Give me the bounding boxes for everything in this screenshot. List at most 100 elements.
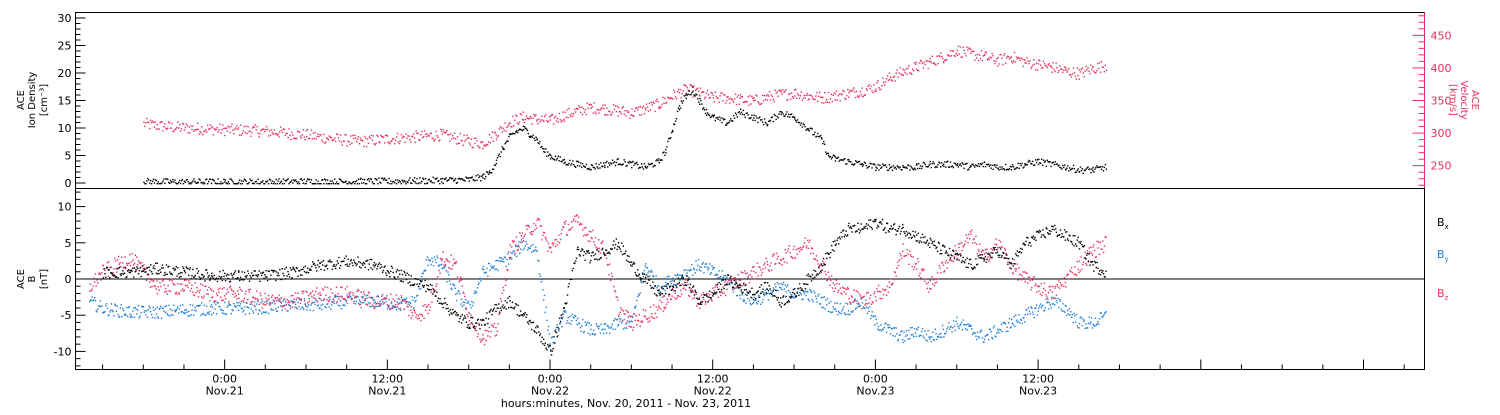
velocity-point xyxy=(862,87,863,88)
bz-point xyxy=(101,272,102,273)
b-tick-label: 5 xyxy=(65,237,72,250)
velocity-point xyxy=(440,129,441,130)
by-point xyxy=(467,301,468,302)
density-point xyxy=(404,181,405,182)
by-point xyxy=(480,280,481,281)
velocity-point xyxy=(387,135,388,136)
bx-point xyxy=(180,276,181,277)
bz-point xyxy=(621,309,622,310)
velocity-point xyxy=(226,127,227,128)
bz-point xyxy=(237,290,238,291)
bz-point xyxy=(897,261,898,262)
bz-point xyxy=(631,315,632,316)
velocity-point xyxy=(868,86,869,87)
density-point xyxy=(842,160,843,161)
velocity-point xyxy=(535,114,536,115)
velocity-point xyxy=(533,114,534,115)
bz-point xyxy=(310,294,311,295)
density-point xyxy=(927,166,928,167)
bz-point xyxy=(306,291,307,292)
by-point xyxy=(250,303,251,304)
by-point xyxy=(945,333,946,334)
by-point xyxy=(889,327,890,328)
density-point xyxy=(592,165,593,166)
velocity-point xyxy=(796,98,797,99)
bz-point xyxy=(808,248,809,249)
bz-point xyxy=(339,296,340,297)
density-point xyxy=(830,156,831,157)
bz-point xyxy=(1055,286,1056,287)
bx-point xyxy=(227,278,228,279)
velocity-point xyxy=(606,107,607,108)
by-point xyxy=(658,285,659,286)
velocity-point xyxy=(692,96,693,97)
by-point xyxy=(167,313,168,314)
by-point xyxy=(812,299,813,300)
bz-point xyxy=(673,290,674,291)
by-point xyxy=(1047,301,1048,302)
bz-point xyxy=(1029,276,1030,277)
velocity-point xyxy=(978,60,979,61)
bz-point xyxy=(261,299,262,300)
bz-point xyxy=(648,317,649,318)
by-point xyxy=(534,249,535,250)
density-point xyxy=(150,180,151,181)
velocity-point xyxy=(931,62,932,63)
density-point xyxy=(679,109,680,110)
bz-point xyxy=(1013,259,1014,260)
velocity-point xyxy=(403,136,404,137)
bz-point xyxy=(974,242,975,243)
bz-point xyxy=(259,293,260,294)
by-point xyxy=(227,305,228,306)
bz-point xyxy=(184,290,185,291)
by-point xyxy=(426,259,427,260)
velocity-point xyxy=(409,139,410,140)
density-point xyxy=(298,181,299,182)
velocity-point xyxy=(269,130,270,131)
bz-point xyxy=(820,265,821,266)
bz-point xyxy=(477,336,478,337)
bz-point xyxy=(517,249,518,250)
by-point xyxy=(1006,327,1007,328)
velocity-point xyxy=(568,108,569,109)
velocity-point xyxy=(337,134,338,135)
density-point xyxy=(888,170,889,171)
velocity-point xyxy=(725,102,726,103)
velocity-point xyxy=(829,102,830,103)
density-point xyxy=(1068,170,1069,171)
by-point xyxy=(762,302,763,303)
bz-point xyxy=(167,285,168,286)
velocity-point xyxy=(816,92,817,93)
bz-point xyxy=(617,299,618,300)
by-point xyxy=(97,309,98,310)
bz-point xyxy=(943,265,944,266)
velocity-point xyxy=(401,134,402,135)
density-point xyxy=(192,180,193,181)
density-point xyxy=(282,183,283,184)
bz-point xyxy=(241,290,242,291)
bz-point xyxy=(1017,279,1018,280)
velocity-point xyxy=(1096,70,1097,71)
density-point xyxy=(1101,169,1102,170)
velocity-point xyxy=(594,111,595,112)
by-point xyxy=(188,311,189,312)
bz-point xyxy=(1031,287,1032,288)
velocity-point xyxy=(318,136,319,137)
velocity-point xyxy=(459,143,460,144)
by-point xyxy=(524,248,525,249)
velocity-point xyxy=(898,72,899,73)
density-point xyxy=(256,181,257,182)
bz-point xyxy=(1004,248,1005,249)
velocity-point xyxy=(1020,60,1021,61)
velocity-point xyxy=(366,146,367,147)
bz-point xyxy=(341,296,342,297)
bz-point xyxy=(927,288,928,289)
bx-point xyxy=(173,268,174,269)
bz-point xyxy=(291,295,292,296)
velocity-point xyxy=(1103,67,1104,68)
velocity-point xyxy=(291,132,292,133)
bx-point xyxy=(191,275,192,276)
by-point xyxy=(977,332,978,333)
bz-point xyxy=(254,305,255,306)
by-point xyxy=(431,257,432,258)
